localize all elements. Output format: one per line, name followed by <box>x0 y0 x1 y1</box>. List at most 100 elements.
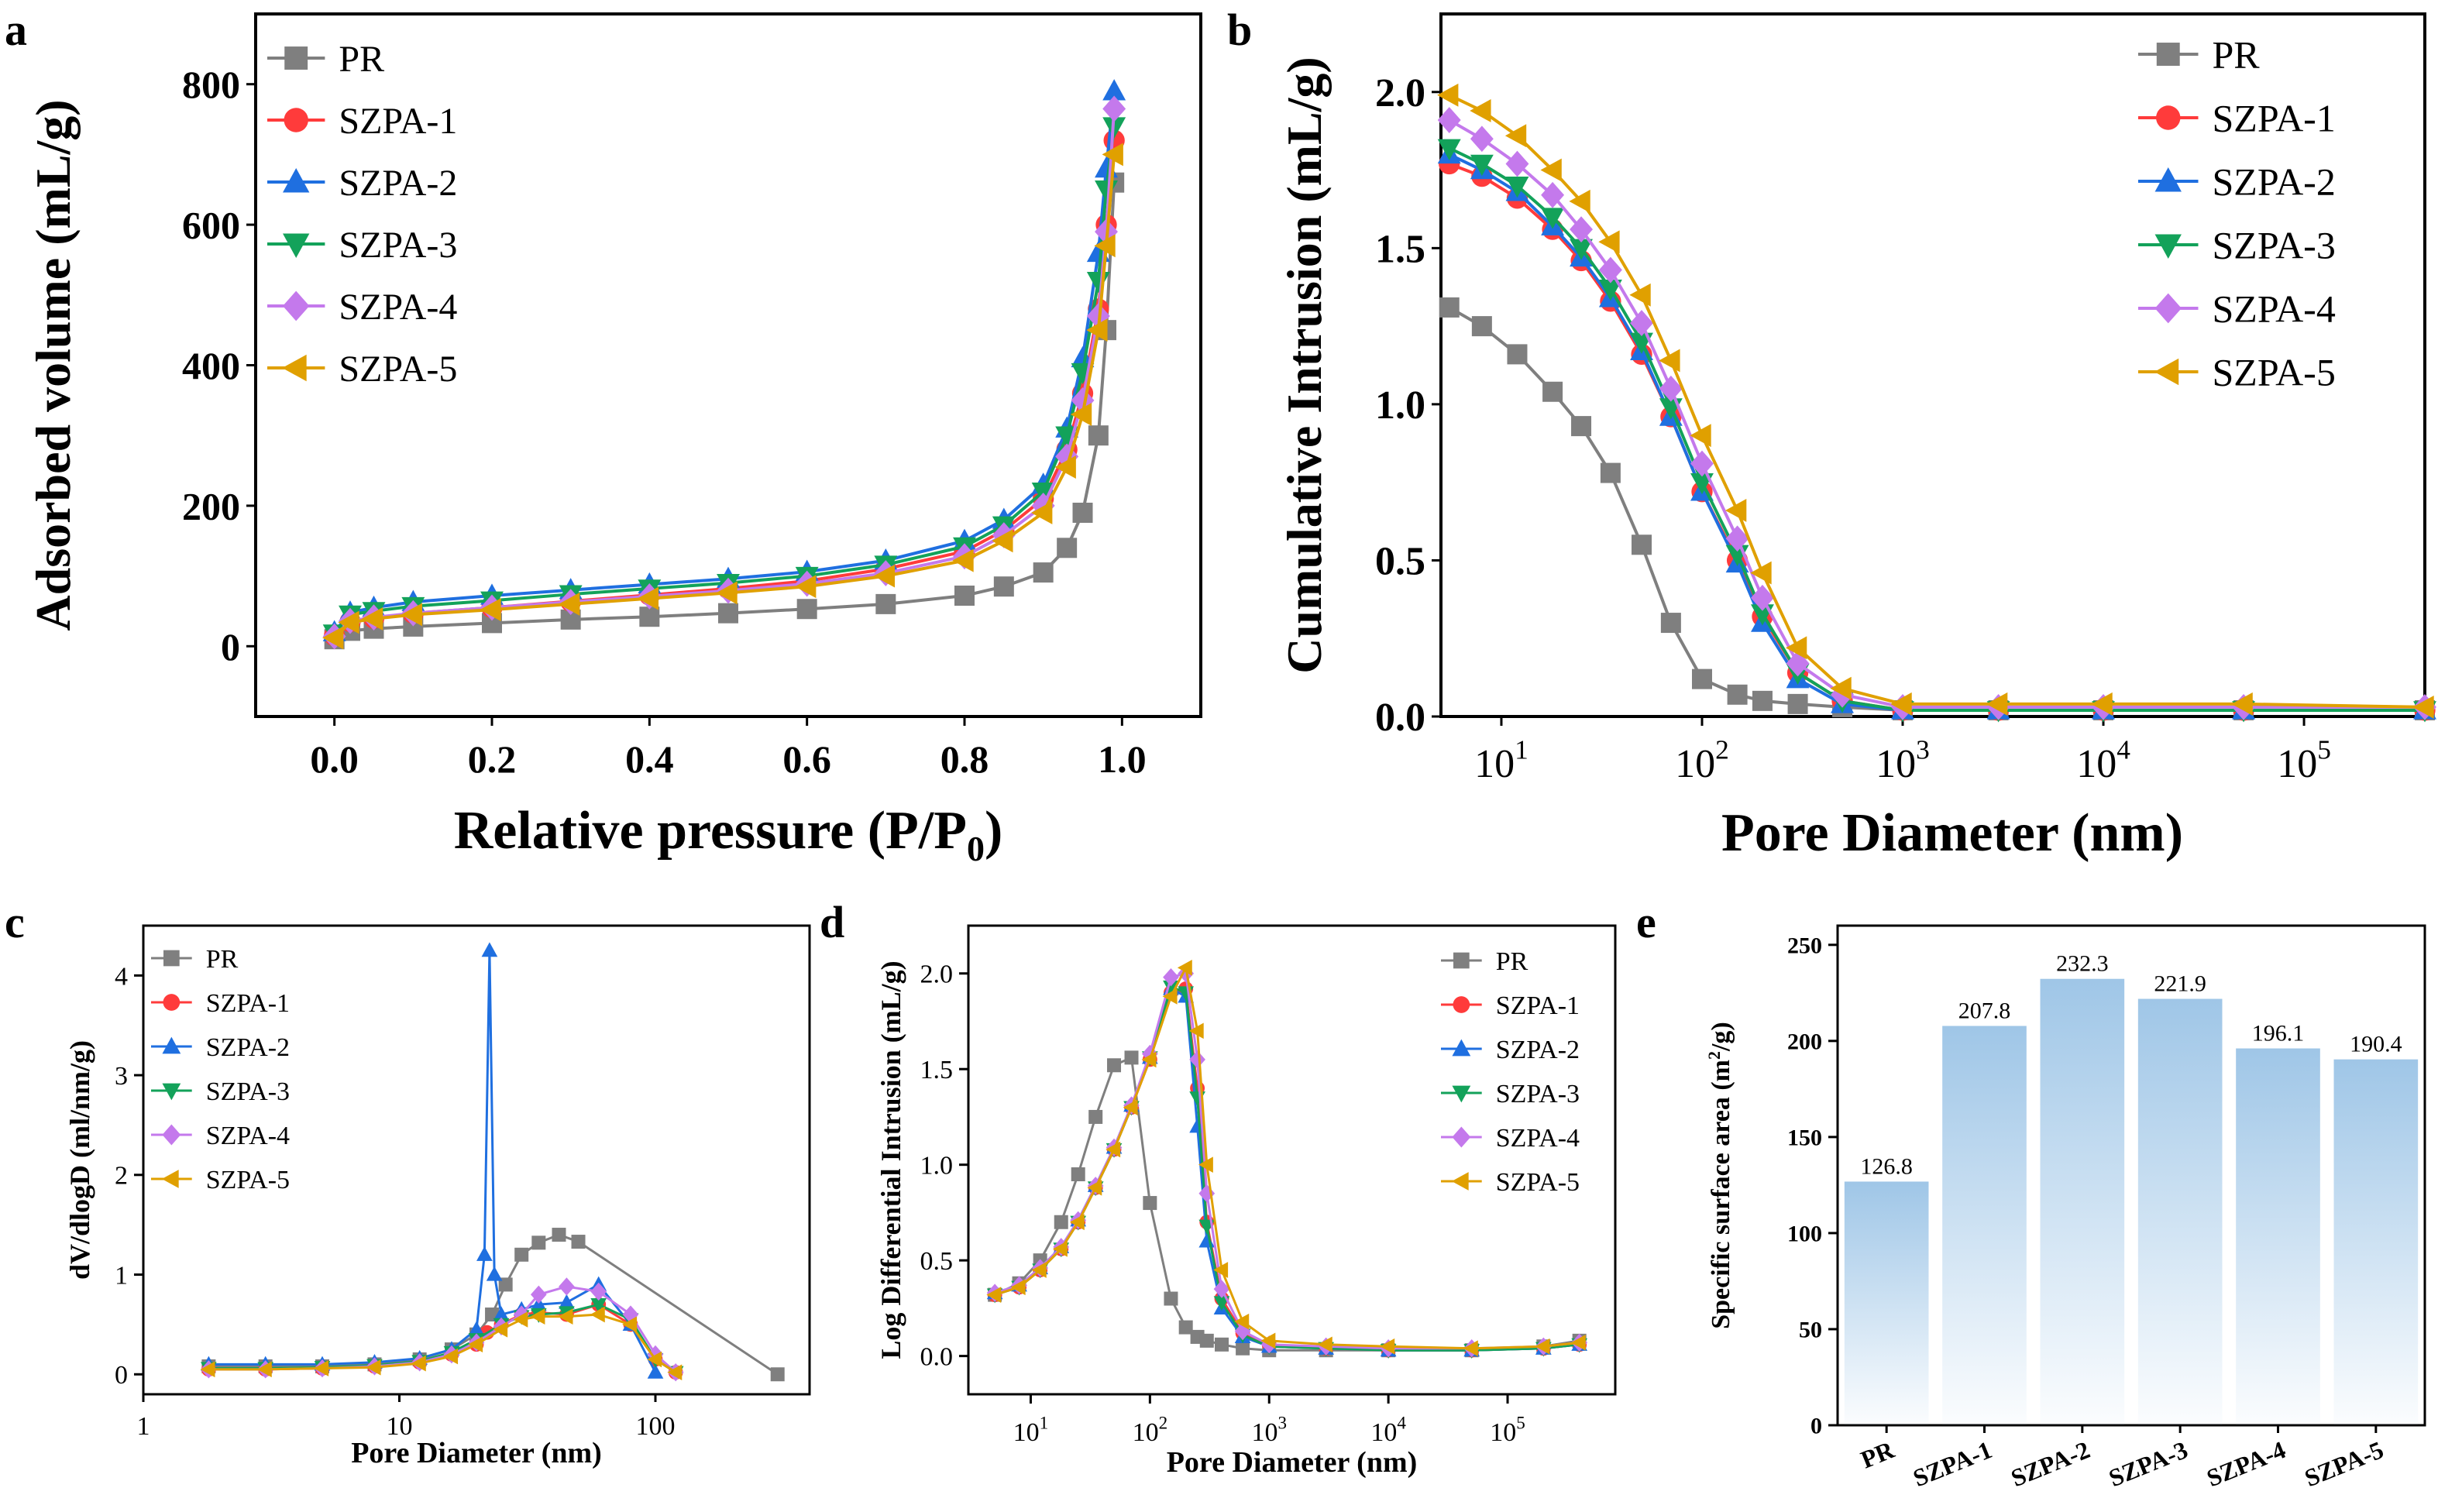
bar-value-label: 221.9 <box>2154 971 2206 997</box>
data-point <box>1541 181 1565 208</box>
y-tick-label-e: 150 <box>1787 1125 1822 1150</box>
legend-label: PR <box>2213 33 2261 77</box>
y-tick-label-c: 2 <box>115 1162 128 1191</box>
legend-label: SZPA-2 <box>2213 160 2336 204</box>
legend-label: SZPA-5 <box>206 1166 290 1194</box>
y-tick-label-e: 200 <box>1787 1029 1822 1054</box>
y-tick-label-c: 1 <box>115 1261 128 1290</box>
data-point <box>1031 501 1053 524</box>
x-tick-label-b: 102 <box>1675 734 1729 786</box>
data-point <box>1437 107 1461 133</box>
data-point <box>1236 1341 1250 1356</box>
y-tick-label-a: 400 <box>182 344 240 387</box>
legend-label: SZPA-3 <box>206 1077 290 1106</box>
data-point <box>1094 234 1116 258</box>
bar-szpa-1: 207.8 <box>1942 998 2027 1425</box>
legend-label: PR <box>339 39 384 80</box>
data-point <box>770 1367 785 1382</box>
legend-item-szpa-3-a: SZPA-3 <box>267 225 457 266</box>
data-point <box>314 1360 329 1376</box>
legend-item-szpa-4-d: SZPA-4 <box>1441 1124 1580 1153</box>
data-point <box>667 1364 683 1381</box>
legend-marker <box>2154 293 2182 324</box>
panel-letter-a: a <box>5 5 27 55</box>
y-tick-label-e: 100 <box>1787 1221 1822 1246</box>
x-axis-label: Pore Diameter (nm) <box>351 1437 602 1469</box>
legend-item-szpa-3-c: SZPA-3 <box>151 1077 290 1106</box>
data-point <box>513 1311 528 1328</box>
data-point <box>1750 561 1772 585</box>
data-point <box>468 1321 485 1336</box>
data-point <box>493 1321 508 1338</box>
bar-value-label: 232.3 <box>2056 951 2109 977</box>
data-point <box>1086 318 1108 342</box>
bar-rect <box>2137 998 2223 1425</box>
series-szpa-5-b <box>1437 83 2434 719</box>
series-line <box>333 125 1116 635</box>
data-point <box>1055 443 1079 470</box>
legend-label: PR <box>1496 947 1528 976</box>
panel-letter-c: c <box>5 897 25 947</box>
legend-item-szpa-2-b: SZPA-2 <box>2138 160 2336 204</box>
x-tick-label-e: SZPA-1 <box>1909 1435 1996 1492</box>
legend-label: SZPA-2 <box>1496 1036 1580 1064</box>
data-point <box>1141 1051 1157 1068</box>
y-tick-label-d: 0.0 <box>920 1343 954 1372</box>
data-point <box>1752 690 1773 711</box>
x-tick-label-d: 104 <box>1370 1414 1406 1447</box>
data-point <box>637 586 659 610</box>
y-axis-label: Adsorbed volume (mL/g) <box>26 99 81 631</box>
data-point <box>498 1277 513 1292</box>
y-tick-label-a: 0 <box>221 625 240 668</box>
y-tick-label-d: 2.0 <box>920 960 954 989</box>
data-point <box>401 603 423 627</box>
bar-value-label: 207.8 <box>1958 998 2011 1023</box>
data-point <box>622 1316 638 1333</box>
data-point <box>1188 1022 1204 1040</box>
legend-marker <box>284 108 308 132</box>
data-point <box>1439 297 1460 318</box>
data-point <box>1107 1058 1122 1073</box>
bar-value-label: 196.1 <box>2252 1021 2305 1046</box>
data-point <box>1571 416 1592 437</box>
plot-frame-e <box>1836 924 2426 1427</box>
data-point <box>1470 125 1494 153</box>
legend-marker <box>1451 1172 1469 1191</box>
data-point <box>716 581 738 605</box>
chart-panel-d: 0.0 0.5 1.0 1.5 2.0 101 102 103 104 105 PR SZPA-1 SZ… <box>875 924 1617 1479</box>
data-point <box>481 942 498 957</box>
data-point <box>1660 613 1681 634</box>
legend-item-pr-a: PR <box>267 39 384 80</box>
y-axis-label: Cumulative Intrusion (mL/g) <box>1277 57 1332 674</box>
data-point <box>1540 158 1562 182</box>
data-point <box>1890 692 1912 716</box>
data-point <box>1215 1337 1229 1352</box>
data-point <box>559 592 580 616</box>
legend-marker <box>283 168 310 193</box>
x-tick-label-a: 0.2 <box>468 737 517 781</box>
data-point <box>1507 344 1528 365</box>
legend-marker <box>282 354 307 382</box>
data-point <box>1471 316 1492 337</box>
legend-label: PR <box>206 945 239 974</box>
data-point <box>1751 584 1774 611</box>
legend-item-szpa-2-d: SZPA-2 <box>1441 1036 1580 1064</box>
data-point <box>1690 424 1711 448</box>
data-point <box>1071 1167 1085 1182</box>
x-tick-label-d: 101 <box>1013 1414 1049 1447</box>
legend-label: SZPA-1 <box>2213 97 2336 140</box>
data-point <box>1787 693 1808 714</box>
data-point <box>1630 310 1653 336</box>
bar-szpa-2: 232.3 <box>2040 951 2125 1425</box>
series-line <box>208 1303 676 1373</box>
data-point <box>1143 1196 1157 1211</box>
plot-frame-b <box>1439 12 2426 718</box>
data-point <box>1725 525 1749 552</box>
legend-label: SZPA-3 <box>2213 224 2336 267</box>
legend-marker <box>1453 952 1470 969</box>
y-axis-label: Log Differential Intrusion (mL/g) <box>875 960 906 1359</box>
bar-rect <box>2040 978 2125 1425</box>
data-point <box>1570 216 1593 243</box>
data-point <box>2091 692 2113 716</box>
data-point <box>1569 189 1590 213</box>
